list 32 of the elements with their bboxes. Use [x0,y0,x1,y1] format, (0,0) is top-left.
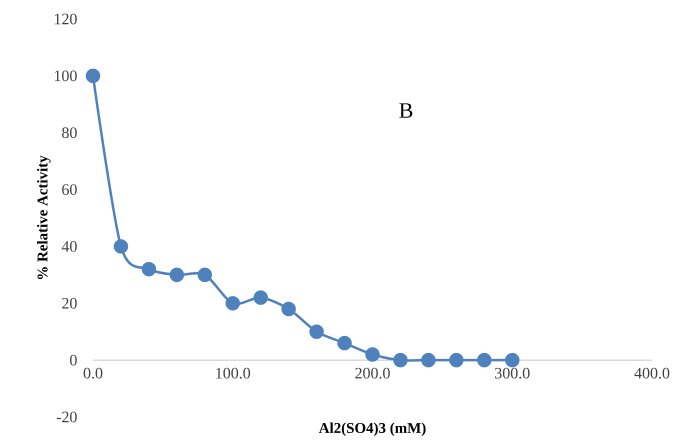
x-tick-label: 300.0 [495,368,530,379]
x-tick-label: 400.0 [634,368,670,379]
y-tick-label: 0 [70,354,77,366]
y-axis-title: % Relative Activity [37,155,51,280]
x-tick-label: 0.0 [84,368,102,379]
y-tick-label: 100 [54,70,77,82]
point [393,352,408,368]
y-tick-label: 60 [62,184,77,195]
annotation: B [399,103,412,118]
y-tick-label: 20 [62,298,77,309]
point [142,262,156,276]
point [114,239,128,254]
point [449,352,464,368]
point [281,302,296,316]
y-tick-label: 40 [62,241,77,252]
point [170,268,184,282]
point [309,324,324,339]
point [477,352,492,368]
x-tick-label: 200.0 [355,368,390,379]
point [421,352,436,368]
y-tick-label: 80 [62,127,77,138]
y-tick-label: 120 [54,14,77,24]
point [86,68,100,84]
point [505,352,520,368]
y-tick-label: -20 [56,412,77,422]
x-axis-title: Al2(SO4)3 (mM) [318,422,426,436]
point [253,290,268,305]
point [337,336,352,350]
x-tick-label: 100.0 [216,368,250,379]
point [365,347,380,362]
point [198,268,212,282]
point [226,296,240,311]
